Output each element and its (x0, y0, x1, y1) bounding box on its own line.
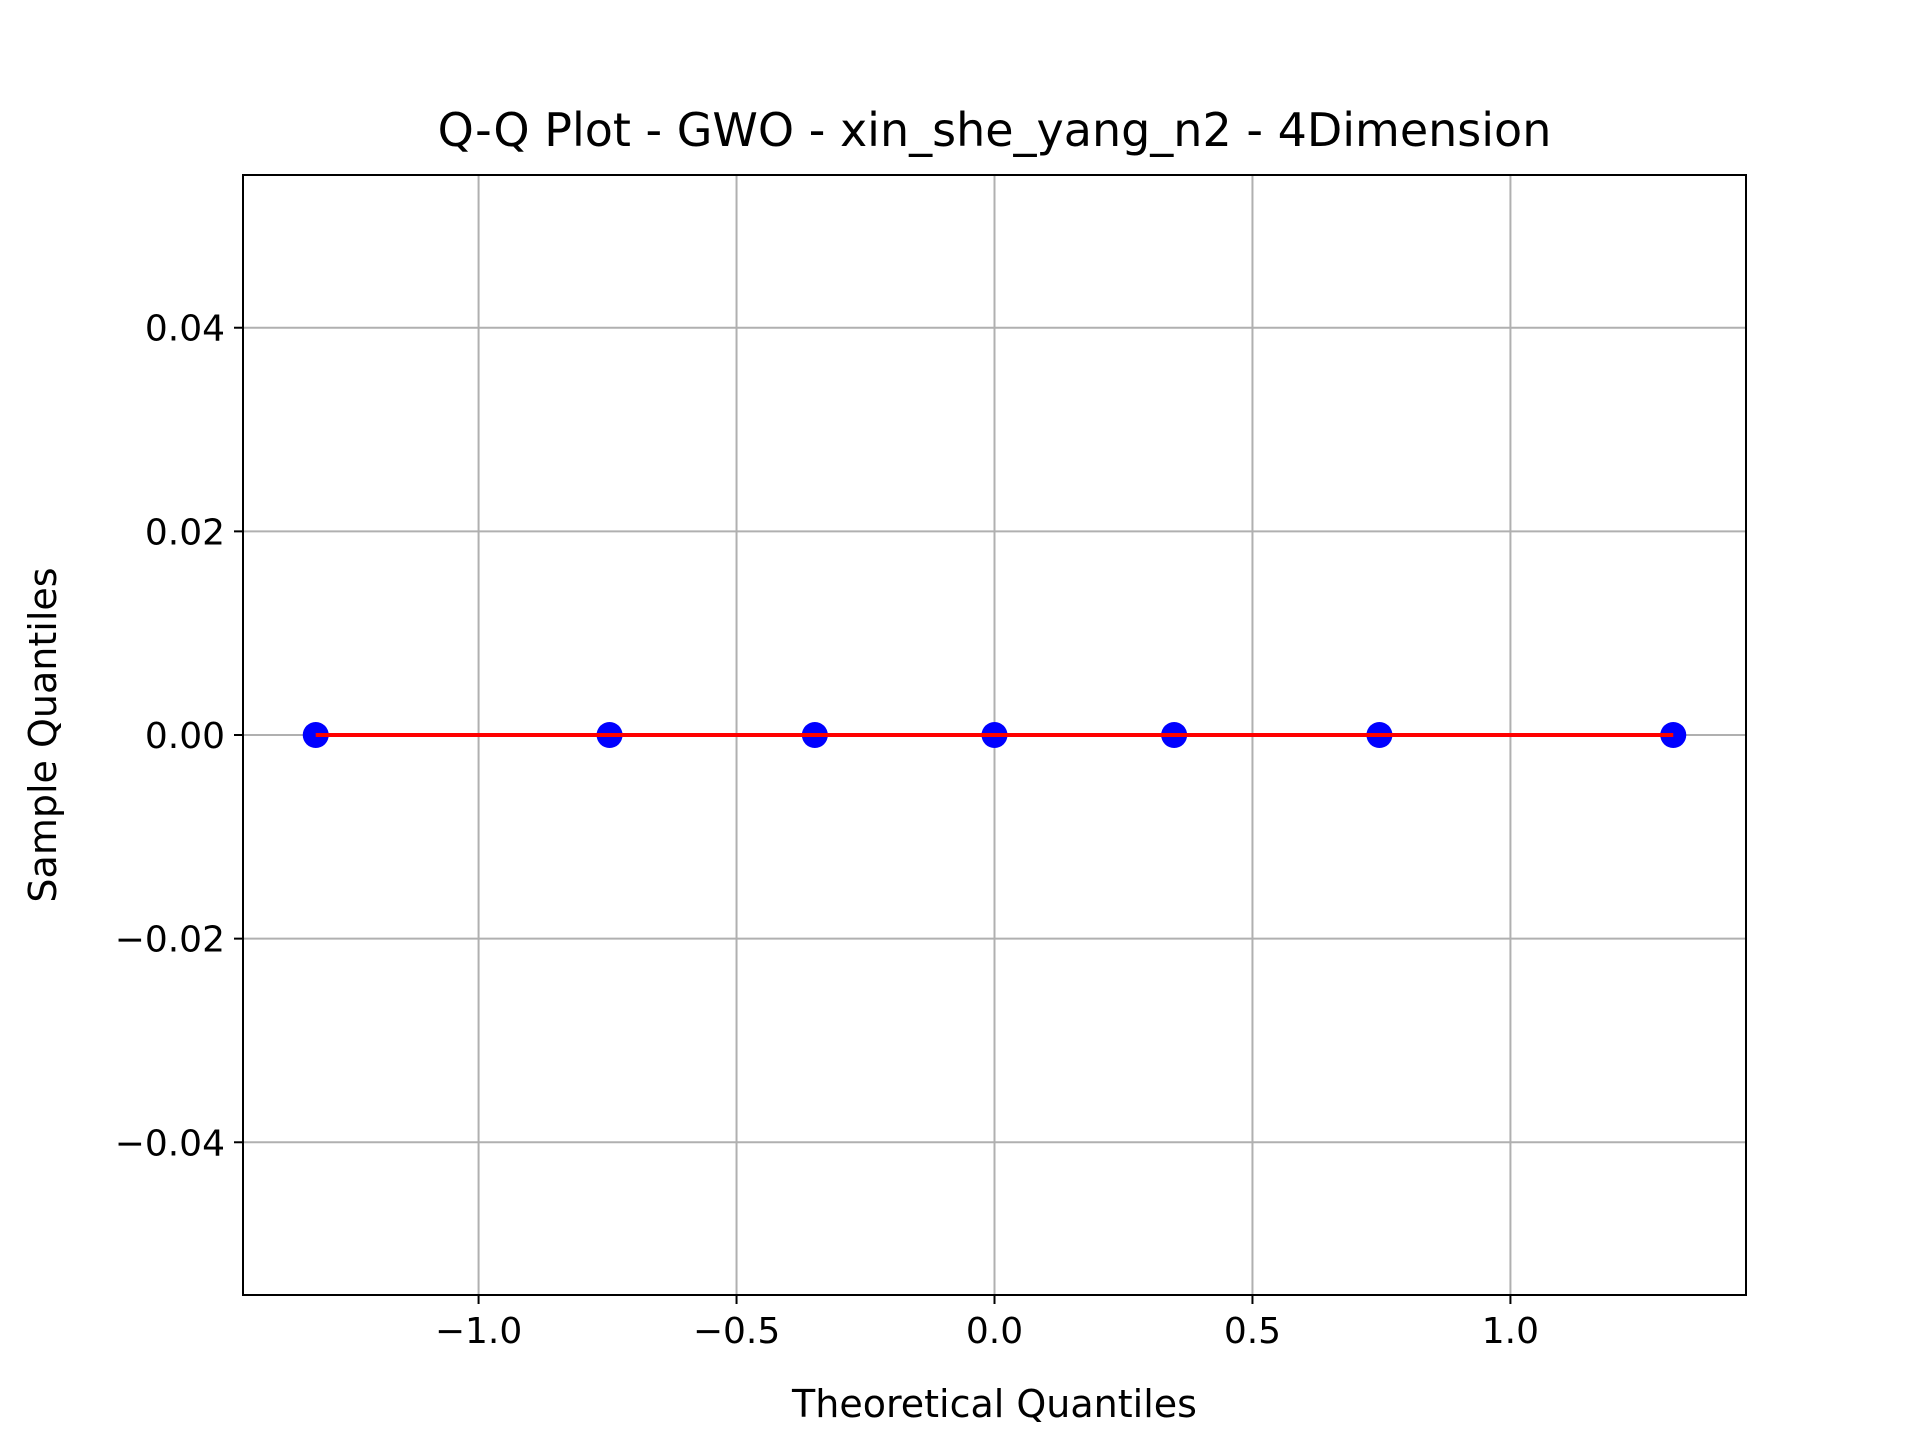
y-tick-label: 0.04 (145, 309, 225, 350)
x-tick-label: −1.0 (435, 1311, 522, 1352)
y-tick-label: −0.04 (115, 1123, 225, 1164)
x-tick-label: 1.0 (1482, 1311, 1539, 1352)
chart-title: Q-Q Plot - GWO - xin_she_yang_n2 - 4Dime… (438, 103, 1552, 157)
x-tick-label: −0.5 (693, 1311, 780, 1352)
x-axis-label: Theoretical Quantiles (791, 1382, 1197, 1426)
y-tick-label: 0.02 (145, 512, 225, 553)
x-tick-label: 0.5 (1224, 1311, 1281, 1352)
axis-ticks: −1.0 −0.5 0.0 0.5 1.0 0.04 0.02 0.00 −0.02 −0.04 (115, 309, 1539, 1352)
plot-data (302, 722, 1687, 748)
y-axis-label: Sample Quantiles (21, 567, 65, 902)
x-tick-label: 0.0 (966, 1311, 1023, 1352)
y-tick-label: −0.02 (115, 920, 225, 961)
y-tick-label: 0.00 (145, 716, 225, 757)
